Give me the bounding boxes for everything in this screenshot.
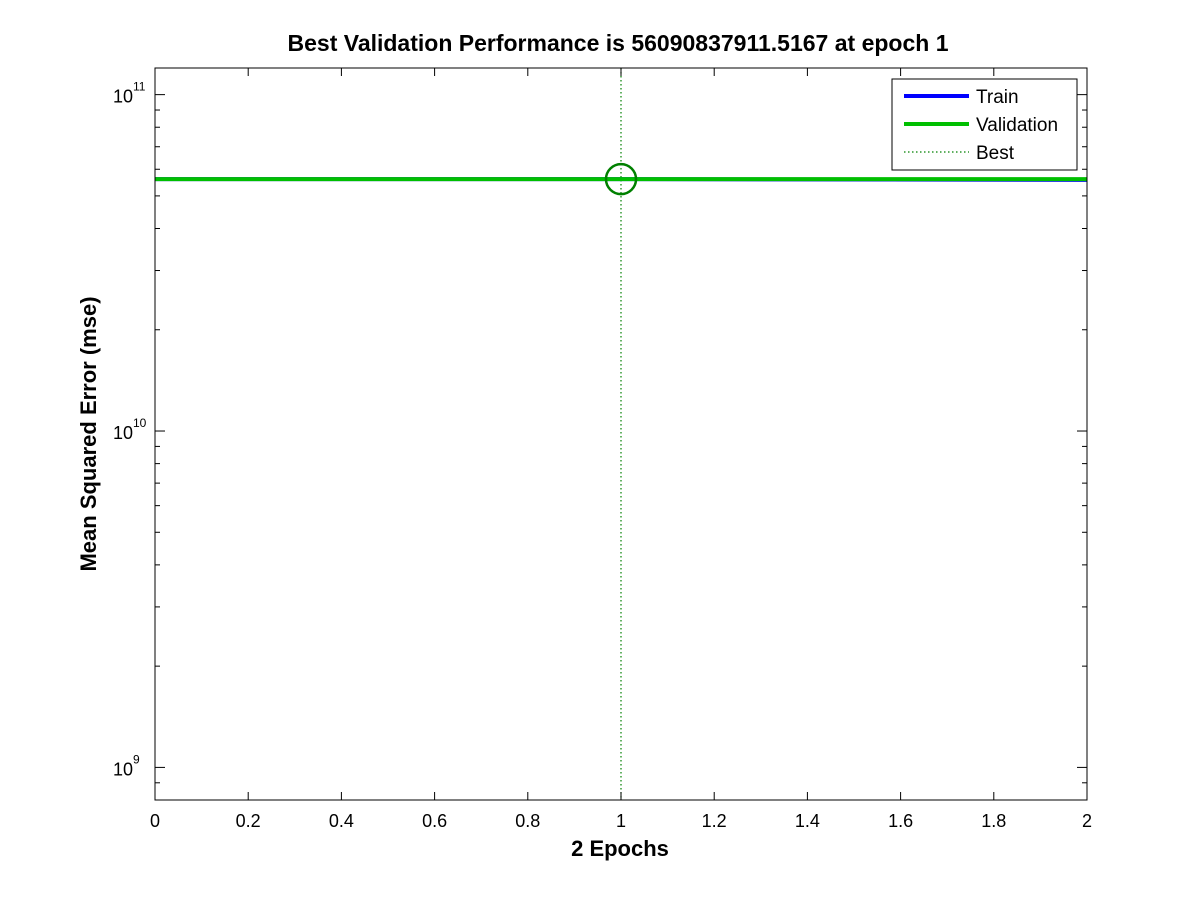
y-axis-label: Mean Squared Error (mse) [76,296,101,571]
x-tick-label: 0.2 [236,811,261,831]
legend-label-train: Train [976,87,1019,108]
x-tick-label: 1.6 [888,811,913,831]
y-tick-label-exponent: 11 [133,80,146,94]
x-tick-label: 1.8 [981,811,1006,831]
y-tick-label-exponent: 9 [133,752,140,766]
y-tick-label-base: 10 [113,87,133,107]
legend: Train Validation Best [891,78,1078,171]
x-tick-label: 1.2 [702,811,727,831]
x-tick-label: 1 [616,811,626,831]
x-axis-label: 2 Epochs [571,836,669,861]
x-tick-label: 0 [150,811,160,831]
series-layer [155,68,1088,800]
x-tick-label: 0.4 [329,811,354,831]
x-tick-label: 0.6 [422,811,447,831]
chart-title: Best Validation Performance is 560908379… [288,30,949,56]
legend-label-best: Best [976,143,1015,164]
x-tick-label: 1.4 [795,811,820,831]
x-tick-label: 0.8 [515,811,540,831]
y-tick-label-base: 10 [113,759,133,779]
axes-background [155,68,1087,800]
y-tick-label-exponent: 10 [133,416,147,430]
x-tick-label: 2 [1082,811,1092,831]
axes-frame [154,67,1088,801]
best-point-marker [604,162,638,196]
y-tick-label-base: 10 [113,423,133,443]
legend-label-validation: Validation [976,115,1058,136]
